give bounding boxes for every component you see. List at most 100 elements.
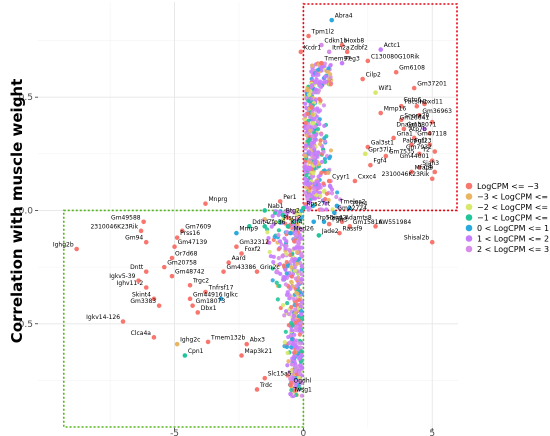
- gene-point: [417, 112, 422, 118]
- gene-label: Mmp9: [239, 226, 258, 233]
- gene-label: Gm94: [125, 235, 143, 242]
- background-point: [317, 190, 322, 195]
- gene-label: Peg3: [345, 56, 360, 63]
- background-point: [323, 196, 328, 202]
- background-point: [297, 326, 302, 331]
- background-point: [278, 305, 283, 311]
- gene-point: [203, 201, 208, 206]
- background-point: [324, 207, 329, 212]
- gene-label: Dntt: [130, 264, 144, 271]
- gene-label: Clca4a: [131, 330, 152, 337]
- gene-point: [254, 387, 260, 392]
- gene-point: [246, 224, 252, 229]
- background-point: [321, 103, 327, 108]
- gene-label: Ddit4: [252, 219, 268, 226]
- gene-label: Prss16: [180, 230, 200, 237]
- gene-label: Mnprg: [208, 196, 227, 203]
- y-tick-label: 0.5: [19, 93, 33, 103]
- gene-point: [280, 212, 286, 218]
- gene-point: [429, 119, 435, 125]
- gene-label: Map3k21: [245, 348, 273, 355]
- background-point: [297, 375, 302, 380]
- legend-label: −1 < LogCPM <= 0: [477, 214, 550, 223]
- background-point: [291, 296, 296, 301]
- background-point: [310, 204, 316, 209]
- background-point: [318, 138, 323, 143]
- background-point: [286, 359, 291, 364]
- background-point: [319, 170, 324, 175]
- gene-label: C9: [424, 164, 432, 171]
- background-point: [277, 261, 283, 267]
- background-point: [316, 174, 321, 179]
- gene-label: Actc1: [384, 42, 401, 49]
- y-tick-label: 0.0: [19, 206, 34, 216]
- gene-label: Tmem97: [323, 56, 351, 63]
- gene-point: [347, 205, 353, 211]
- background-point: [289, 387, 294, 393]
- background-point: [303, 120, 308, 125]
- background-point: [308, 128, 313, 133]
- gene-point: [226, 260, 231, 265]
- gene-label: Abra4: [335, 13, 353, 20]
- background-point: [265, 230, 270, 235]
- gene-label: Gm36963: [422, 108, 452, 115]
- background-point: [297, 332, 302, 337]
- legend-label: LogCPM <= −3: [477, 182, 539, 191]
- background-point: [328, 148, 334, 153]
- background-point: [311, 187, 317, 192]
- background-point: [311, 171, 316, 176]
- legend-label: −2 < LogCPM <= −1: [477, 203, 550, 212]
- background-point: [293, 384, 298, 389]
- background-point: [307, 199, 312, 205]
- background-point: [316, 67, 321, 72]
- gene-label: Atp7b: [409, 126, 427, 133]
- gene-point: [288, 382, 293, 388]
- background-point: [328, 82, 333, 87]
- legend-swatch: [465, 182, 473, 190]
- background-point: [291, 376, 296, 381]
- gene-label: Gpr37l1: [368, 146, 392, 153]
- background-point: [298, 312, 304, 317]
- background-point: [315, 106, 320, 111]
- background-point: [299, 393, 304, 398]
- gene-point: [417, 151, 422, 157]
- gene-label: Plscr2: [283, 214, 301, 221]
- background-point: [283, 267, 288, 272]
- gene-point: [352, 178, 358, 184]
- background-point: [327, 156, 332, 161]
- gene-label: Fgfr3: [332, 217, 348, 224]
- background-point: [289, 337, 295, 342]
- gene-point: [288, 391, 293, 397]
- gene-label: Cxxc4: [358, 174, 376, 181]
- legend-swatch: [465, 203, 473, 211]
- gene-point: [306, 33, 311, 39]
- gene-label: Gm15816: [353, 219, 383, 226]
- background-point: [283, 329, 288, 334]
- background-point: [308, 185, 313, 190]
- background-point: [294, 208, 299, 213]
- background-point: [298, 345, 304, 350]
- gene-point: [172, 244, 177, 250]
- gene-label: Gria1: [397, 130, 413, 137]
- background-point: [314, 77, 319, 82]
- gene-point: [203, 289, 208, 295]
- gene-point: [174, 235, 180, 240]
- gene-point: [239, 353, 244, 358]
- gene-point: [429, 158, 435, 163]
- background-point: [289, 274, 295, 279]
- background-point: [303, 190, 308, 195]
- gene-label: T2: [421, 146, 430, 153]
- gene-label: Twsg1: [293, 387, 313, 394]
- background-point: [292, 368, 297, 374]
- gene-point: [143, 285, 149, 290]
- gene-label: Btg2: [286, 208, 300, 215]
- background-point: [305, 111, 310, 116]
- gene-label: Gm22724: [337, 205, 367, 212]
- x-tick-label: -5: [170, 429, 179, 436]
- background-point: [289, 345, 294, 350]
- gene-label: Gm32312: [239, 239, 269, 246]
- gene-point: [411, 135, 417, 141]
- background-point: [274, 280, 279, 285]
- gene-label: Abx3: [250, 337, 265, 344]
